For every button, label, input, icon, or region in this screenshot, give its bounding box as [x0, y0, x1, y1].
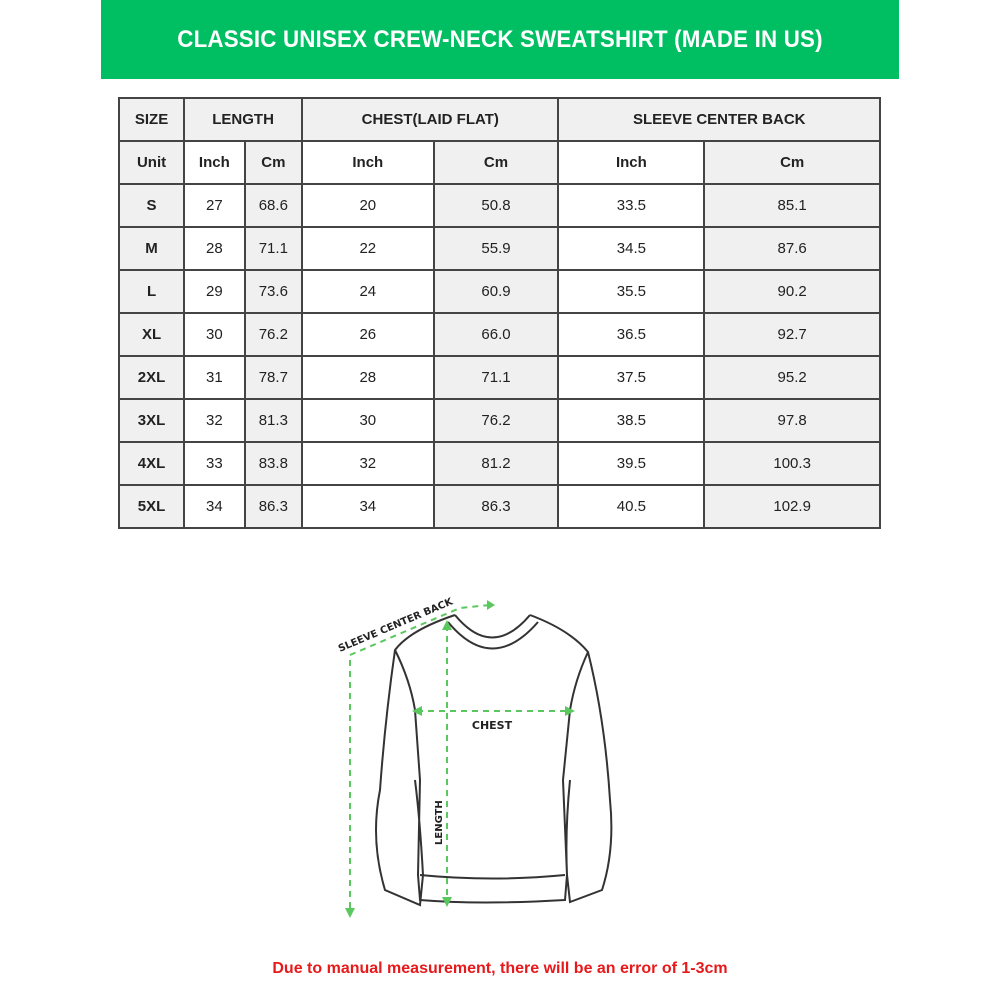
unit-cell: Cm [243, 140, 304, 185]
value-cell: 32 [301, 441, 435, 486]
size-cell: L [117, 269, 186, 314]
value-cell: 28 [183, 226, 246, 271]
length-label: LENGTH [434, 800, 445, 845]
value-cell: 31 [183, 355, 246, 400]
table-row: 3XL 32 81.3 30 76.2 38.5 97.8 [117, 398, 881, 443]
value-cell: 102.9 [703, 484, 881, 529]
unit-cell: Inch [183, 140, 246, 185]
value-cell: 71.1 [432, 355, 560, 400]
size-chart-table: SIZE LENGTH CHEST(LAID FLAT) SLEEVE CENT… [117, 97, 881, 529]
size-cell: M [117, 226, 186, 271]
value-cell: 86.3 [243, 484, 304, 529]
value-cell: 76.2 [243, 312, 304, 357]
value-cell: 20 [301, 183, 435, 228]
size-cell: 4XL [117, 441, 186, 486]
value-cell: 71.1 [243, 226, 304, 271]
value-cell: 85.1 [703, 183, 881, 228]
measurement-note: Due to manual measurement, there will be… [272, 960, 728, 977]
value-cell: 27 [183, 183, 246, 228]
table-row: M 28 71.1 22 55.9 34.5 87.6 [117, 226, 881, 271]
value-cell: 36.5 [557, 312, 706, 357]
size-cell: 3XL [117, 398, 186, 443]
value-cell: 34.5 [557, 226, 706, 271]
value-cell: 97.8 [703, 398, 881, 443]
sweatshirt-icon: SLEEVE CENTER BACK CHEST LENGTH [337, 596, 613, 918]
value-cell: 86.3 [432, 484, 560, 529]
header-length: LENGTH [183, 97, 304, 142]
table-row: XL 30 76.2 26 66.0 36.5 92.7 [117, 312, 881, 357]
value-cell: 30 [183, 312, 246, 357]
value-cell: 66.0 [432, 312, 560, 357]
header-chest: CHEST(LAID FLAT) [301, 97, 560, 142]
value-cell: 22 [301, 226, 435, 271]
value-cell: 24 [301, 269, 435, 314]
value-cell: 38.5 [557, 398, 706, 443]
unit-row: Unit Inch Cm Inch Cm Inch Cm [117, 140, 881, 185]
unit-cell: Unit [117, 140, 186, 185]
value-cell: 55.9 [432, 226, 560, 271]
value-cell: 60.9 [432, 269, 560, 314]
value-cell: 30 [301, 398, 435, 443]
size-cell: XL [117, 312, 186, 357]
value-cell: 35.5 [557, 269, 706, 314]
size-cell: S [117, 183, 186, 228]
value-cell: 92.7 [703, 312, 881, 357]
value-cell: 68.6 [243, 183, 304, 228]
page-title: CLASSIC UNISEX CREW-NECK SWEATSHIRT (MAD… [177, 25, 823, 53]
size-cell: 5XL [117, 484, 186, 529]
unit-cell: Cm [432, 140, 560, 185]
value-cell: 29 [183, 269, 246, 314]
value-cell: 32 [183, 398, 246, 443]
header-row: SIZE LENGTH CHEST(LAID FLAT) SLEEVE CENT… [117, 97, 881, 142]
title-banner: CLASSIC UNISEX CREW-NECK SWEATSHIRT (MAD… [101, 0, 899, 79]
value-cell: 73.6 [243, 269, 304, 314]
value-cell: 95.2 [703, 355, 881, 400]
header-sleeve: SLEEVE CENTER BACK [557, 97, 881, 142]
value-cell: 100.3 [703, 441, 881, 486]
unit-cell: Cm [703, 140, 881, 185]
value-cell: 81.3 [243, 398, 304, 443]
table-row: 2XL 31 78.7 28 71.1 37.5 95.2 [117, 355, 881, 400]
table-row: 4XL 33 83.8 32 81.2 39.5 100.3 [117, 441, 881, 486]
value-cell: 87.6 [703, 226, 881, 271]
unit-cell: Inch [301, 140, 435, 185]
unit-cell: Inch [557, 140, 706, 185]
value-cell: 90.2 [703, 269, 881, 314]
value-cell: 34 [301, 484, 435, 529]
value-cell: 26 [301, 312, 435, 357]
size-cell: 2XL [117, 355, 186, 400]
value-cell: 76.2 [432, 398, 560, 443]
header-size: SIZE [117, 97, 186, 142]
value-cell: 28 [301, 355, 435, 400]
table-row: L 29 73.6 24 60.9 35.5 90.2 [117, 269, 881, 314]
value-cell: 81.2 [432, 441, 560, 486]
value-cell: 50.8 [432, 183, 560, 228]
table-row: S 27 68.6 20 50.8 33.5 85.1 [117, 183, 881, 228]
value-cell: 40.5 [557, 484, 706, 529]
table-row: 5XL 34 86.3 34 86.3 40.5 102.9 [117, 484, 881, 529]
value-cell: 78.7 [243, 355, 304, 400]
sweatshirt-measurement-diagram: SLEEVE CENTER BACK CHEST LENGTH [320, 580, 640, 930]
value-cell: 34 [183, 484, 246, 529]
value-cell: 33.5 [557, 183, 706, 228]
value-cell: 33 [183, 441, 246, 486]
sleeve-label: SLEEVE CENTER BACK [337, 596, 456, 655]
value-cell: 83.8 [243, 441, 304, 486]
chest-label: CHEST [472, 719, 513, 732]
value-cell: 39.5 [557, 441, 706, 486]
value-cell: 37.5 [557, 355, 706, 400]
